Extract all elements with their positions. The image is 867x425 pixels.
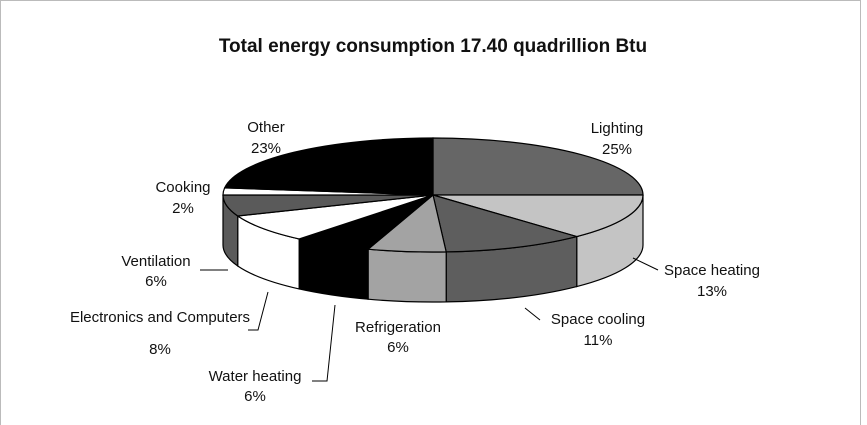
pie-wall: [367, 248, 447, 303]
leader-line: [524, 307, 541, 321]
slice-label: Lighting: [591, 120, 644, 137]
pie-slice: [223, 137, 434, 196]
slice-label: Ventilation: [121, 253, 190, 270]
slice-label: Space heating: [664, 262, 760, 279]
chart-title: Total energy consumption 17.40 quadrilli…: [219, 36, 647, 57]
slice-value-label: 25%: [602, 141, 632, 158]
pie-slice: [432, 194, 580, 253]
pie-slice: [432, 137, 644, 196]
slice-value-label: 13%: [697, 283, 727, 300]
slice-value-label: 8%: [149, 341, 171, 358]
slice-value-label: 11%: [584, 332, 613, 349]
leader-line: [632, 257, 659, 271]
slice-value-label: 2%: [172, 200, 194, 217]
slice-label: Electronics and Computers: [70, 309, 250, 326]
slice-label: Water heating: [209, 368, 302, 385]
slice-label: Other: [247, 119, 285, 136]
slice-label: Refrigeration: [355, 319, 441, 336]
leader-line: [248, 291, 269, 331]
slice-label: Space cooling: [551, 311, 645, 328]
slice-value-label: 23%: [251, 140, 281, 157]
slice-value-label: 6%: [244, 388, 266, 405]
slice-value-label: 6%: [387, 339, 409, 356]
pie-slice: [432, 194, 644, 238]
slice-value-label: 6%: [145, 273, 167, 290]
leader-line: [312, 304, 336, 382]
slice-label: Cooking: [155, 179, 210, 196]
